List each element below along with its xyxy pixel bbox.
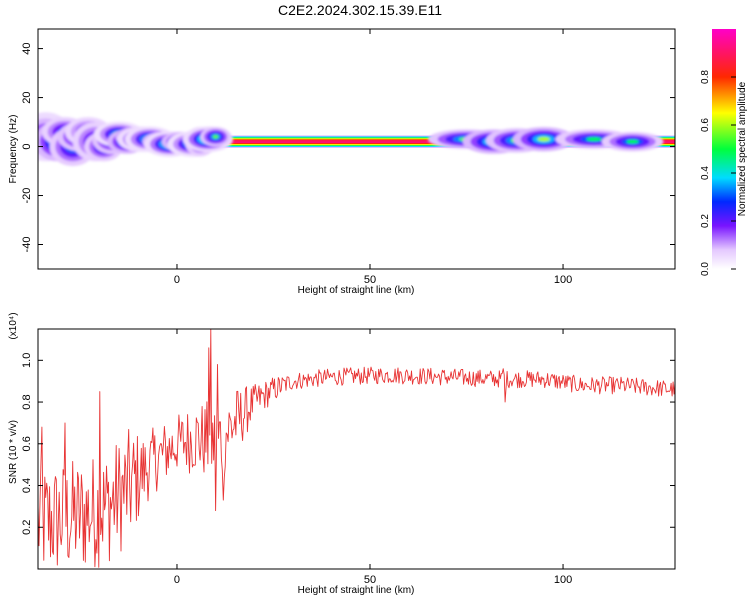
spectrogram-x-axis: 0 50 100 bbox=[174, 29, 572, 286]
x-tick-label: 50 bbox=[364, 574, 376, 586]
y-tick-label: 0.6 bbox=[21, 436, 33, 451]
spectrogram-frame bbox=[37, 28, 676, 270]
y-tick-label: 0.2 bbox=[21, 520, 33, 535]
y-tick-label: 0.4 bbox=[21, 478, 33, 493]
spectral-blob bbox=[537, 136, 550, 142]
spectral-blob bbox=[626, 139, 639, 144]
colorbar: 0.0 0.2 0.4 0.6 0.8 Normalized spectral ampl… bbox=[700, 29, 748, 276]
y-tick-label: -20 bbox=[21, 188, 33, 204]
spectrogram-x-label: Height of straight line (km) bbox=[298, 285, 415, 296]
figure-title: C2E2.2024.302.15.39.E11 bbox=[278, 2, 442, 18]
x-tick-label: 50 bbox=[364, 274, 376, 286]
colorbar-tick-label: 0.2 bbox=[700, 214, 711, 228]
spectral-blob bbox=[586, 137, 602, 142]
x-tick-label: 0 bbox=[174, 274, 180, 286]
y-tick-label: 0.8 bbox=[21, 394, 33, 409]
spectral-blobs bbox=[38, 112, 664, 167]
snr-y-axis: 0.2 0.4 0.6 0.8 1.0 bbox=[21, 353, 675, 535]
colorbar-tick-label: 0.6 bbox=[700, 118, 711, 132]
spectrogram-y-label: Frequency (Hz) bbox=[8, 115, 19, 184]
spectrogram-panel: 0 50 100 40 20 0 -20 -40 Height of straight li… bbox=[8, 28, 676, 296]
snr-x-label: Height of straight line (km) bbox=[298, 585, 415, 596]
x-tick-label: 0 bbox=[174, 574, 180, 586]
colorbar-tick-label: 0.8 bbox=[700, 70, 711, 84]
spectral-blob bbox=[212, 134, 219, 139]
snr-x-axis: 0 50 100 bbox=[174, 329, 572, 586]
x-tick-label: 100 bbox=[554, 574, 572, 586]
y-tick-label: 0 bbox=[21, 143, 33, 149]
colorbar-label: Normalized spectral amplitude bbox=[737, 81, 748, 216]
y-tick-label: 40 bbox=[21, 42, 33, 54]
spectrogram-heatmap bbox=[38, 112, 675, 167]
colorbar-ticks: 0.0 0.2 0.4 0.6 0.8 bbox=[700, 70, 736, 276]
y-tick-label: 1.0 bbox=[21, 353, 33, 368]
colorbar-tick-label: 0.4 bbox=[700, 166, 711, 180]
colorbar-tick-label: 0.0 bbox=[700, 262, 711, 276]
snr-y-label: SNR (10 * v/v) bbox=[8, 420, 19, 484]
snr-background bbox=[38, 329, 675, 569]
colorbar-gradient bbox=[712, 29, 736, 269]
x-tick-label: 100 bbox=[554, 274, 572, 286]
y-tick-label: 20 bbox=[21, 91, 33, 103]
snr-series-line bbox=[38, 329, 675, 568]
y-tick-label: -40 bbox=[21, 237, 33, 253]
snr-y-multiplier: (x10⁴) bbox=[8, 312, 19, 339]
spectrogram-y-axis: 40 20 0 -20 -40 bbox=[21, 42, 675, 252]
snr-panel: 0 50 100 0.2 0.4 0.6 0.8 1.0 Height of straigh… bbox=[8, 312, 676, 596]
snr-frame bbox=[37, 328, 676, 570]
